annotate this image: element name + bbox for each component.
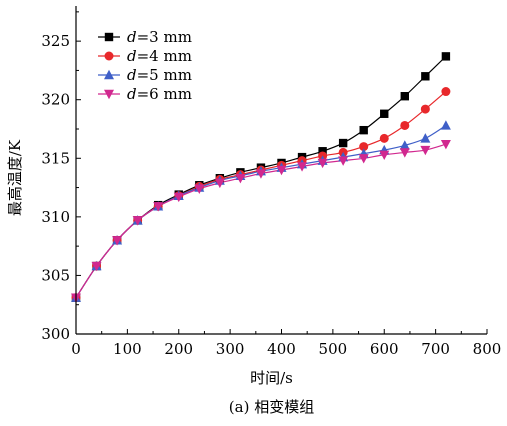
data-point-3 — [399, 140, 410, 150]
data-point-1 — [421, 72, 430, 81]
data-point-4 — [338, 156, 349, 166]
x-tick-label: 400 — [267, 340, 296, 358]
data-point-1 — [400, 92, 409, 101]
data-point-2 — [420, 104, 430, 114]
data-point-2 — [400, 120, 410, 130]
series-line-2 — [75, 91, 447, 299]
data-point-4 — [317, 158, 328, 169]
data-point-4 — [214, 178, 225, 189]
data-point-1 — [359, 125, 368, 135]
x-tick-label: 0 — [71, 340, 81, 358]
legend-label: d=5 mm — [127, 66, 192, 84]
x-tick-label: 200 — [164, 340, 193, 358]
y-tick-label: 300 — [41, 325, 70, 343]
legend-marker — [104, 89, 114, 100]
series-line-3 — [75, 124, 447, 299]
data-point-1 — [380, 109, 389, 118]
data-point-4 — [420, 145, 431, 156]
data-point-4 — [132, 216, 143, 226]
legend-label: d=4 mm — [127, 47, 192, 65]
x-tick-label: 500 — [319, 340, 348, 358]
data-point-4 — [91, 261, 102, 272]
series-markers — [71, 52, 451, 303]
data-point-2 — [359, 142, 369, 152]
data-point-4 — [297, 162, 308, 172]
y-tick-label: 320 — [41, 91, 70, 109]
y-tick-label: 305 — [41, 266, 70, 284]
data-point-1 — [338, 138, 348, 148]
figure-caption: (a) 相变模组 — [229, 398, 314, 416]
legend-label: d=6 mm — [127, 85, 192, 103]
data-point-4 — [379, 150, 390, 160]
x-tick-label: 300 — [216, 340, 245, 358]
legend-label: d=3 mm — [127, 28, 192, 46]
x-tick-label: 100 — [113, 340, 142, 358]
data-point-4 — [358, 154, 369, 164]
y-tick-label: 325 — [41, 32, 70, 50]
data-point-4 — [112, 236, 123, 246]
data-point-4 — [399, 148, 410, 158]
y-axis-label: 最高温度/K — [6, 139, 24, 216]
axes — [75, 6, 487, 335]
data-point-3 — [440, 120, 451, 130]
x-axis-label: 时间/s — [250, 369, 293, 387]
legend-marker — [104, 51, 114, 61]
data-point-4 — [440, 140, 451, 150]
y-tick-label: 315 — [41, 149, 70, 167]
data-point-1 — [441, 52, 451, 61]
data-point-4 — [173, 192, 184, 203]
data-point-4 — [153, 202, 164, 212]
data-point-2 — [379, 133, 389, 143]
y-tick-label: 310 — [41, 208, 70, 226]
x-tick-label: 700 — [421, 340, 450, 358]
x-tick-label: 600 — [370, 340, 399, 358]
legend-marker — [104, 69, 114, 80]
legend: d=3 mmd=4 mmd=5 mmd=6 mm — [98, 28, 192, 103]
tick-labels: 0 100 200 300 400 500 600 700 800 300 305 310 315 320… — [41, 32, 501, 358]
legend-marker — [104, 32, 114, 42]
data-point-1 — [318, 147, 327, 156]
data-point-2 — [441, 87, 451, 97]
data-point-4 — [276, 165, 287, 176]
data-point-4 — [255, 169, 266, 179]
data-point-3 — [420, 133, 431, 143]
data-point-4 — [235, 174, 246, 184]
data-point-4 — [194, 184, 205, 194]
x-tick-label: 800 — [473, 340, 502, 358]
